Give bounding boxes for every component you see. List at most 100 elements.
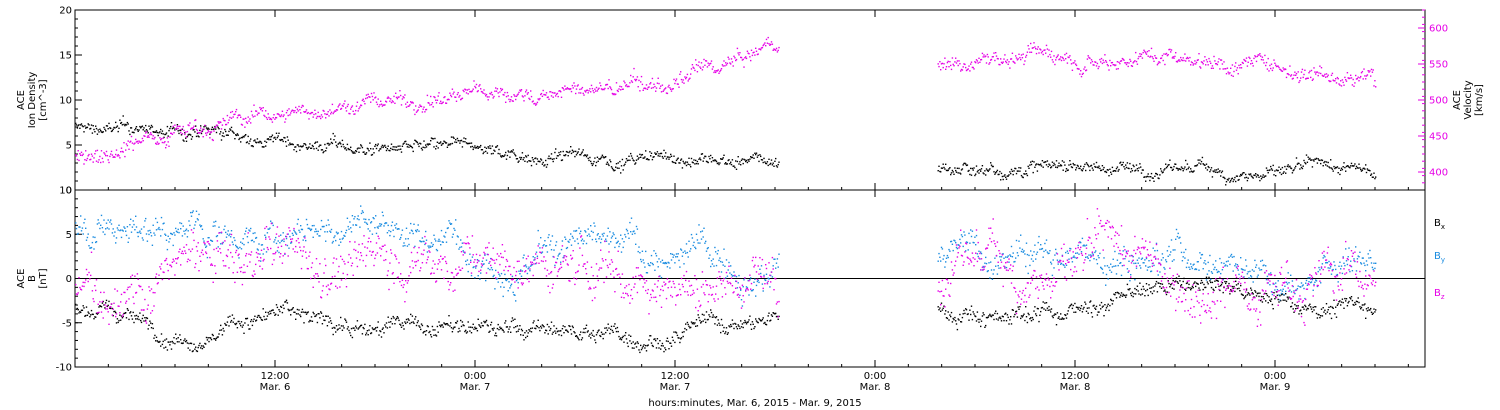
data-point bbox=[954, 167, 956, 169]
data-point bbox=[354, 113, 356, 115]
data-point bbox=[195, 119, 197, 121]
data-point bbox=[1037, 46, 1039, 48]
data-point bbox=[968, 65, 970, 67]
data-point bbox=[425, 109, 427, 111]
data-point bbox=[421, 111, 424, 113]
data-point bbox=[422, 332, 424, 334]
data-point bbox=[1278, 66, 1280, 69]
data-point bbox=[104, 153, 106, 155]
data-point bbox=[629, 82, 631, 84]
data-point bbox=[442, 326, 444, 328]
data-point bbox=[136, 318, 139, 320]
data-point bbox=[1050, 50, 1053, 53]
data-point bbox=[494, 150, 496, 152]
data-point bbox=[1358, 163, 1360, 165]
data-point bbox=[115, 237, 118, 239]
data-point bbox=[103, 152, 105, 154]
data-point bbox=[321, 116, 324, 118]
data-point bbox=[954, 316, 956, 319]
data-point bbox=[128, 237, 130, 239]
data-point bbox=[972, 169, 974, 171]
data-point bbox=[324, 113, 326, 115]
data-point bbox=[673, 331, 675, 333]
data-point bbox=[1078, 167, 1080, 170]
data-point bbox=[145, 129, 148, 131]
data-point bbox=[774, 160, 776, 162]
data-point bbox=[587, 157, 589, 160]
data-point bbox=[651, 77, 654, 80]
data-point bbox=[1085, 303, 1087, 305]
data-point bbox=[1111, 61, 1114, 64]
data-point bbox=[428, 247, 430, 249]
data-point bbox=[225, 324, 227, 326]
data-point bbox=[1251, 62, 1254, 64]
data-point bbox=[679, 341, 681, 344]
data-point bbox=[283, 114, 285, 116]
data-point bbox=[1037, 308, 1039, 310]
data-point bbox=[1271, 69, 1274, 72]
data-point bbox=[535, 325, 538, 327]
data-point bbox=[1322, 75, 1324, 77]
data-point bbox=[97, 312, 99, 314]
data-point bbox=[1280, 294, 1283, 296]
data-point bbox=[193, 129, 195, 131]
data-point bbox=[1193, 170, 1195, 172]
data-point bbox=[690, 68, 693, 70]
data-point bbox=[1252, 65, 1254, 67]
data-point bbox=[540, 327, 543, 329]
data-point bbox=[549, 329, 551, 332]
data-point bbox=[1319, 316, 1321, 319]
data-point bbox=[189, 122, 191, 124]
data-point bbox=[646, 345, 649, 347]
data-point bbox=[467, 270, 469, 273]
data-point bbox=[520, 89, 523, 91]
data-point bbox=[486, 96, 489, 98]
data-point bbox=[1177, 169, 1179, 171]
data-point bbox=[380, 225, 382, 227]
data-point bbox=[230, 321, 232, 323]
data-point bbox=[164, 133, 166, 136]
data-point bbox=[136, 129, 139, 131]
data-point bbox=[123, 123, 125, 126]
data-point bbox=[1059, 165, 1061, 167]
data-point bbox=[389, 234, 391, 237]
data-point bbox=[1040, 49, 1042, 51]
data-point bbox=[453, 326, 455, 329]
data-point bbox=[1280, 300, 1282, 302]
data-point bbox=[640, 154, 643, 156]
data-point bbox=[145, 132, 147, 134]
data-point bbox=[943, 166, 945, 169]
data-point bbox=[534, 102, 536, 105]
data-point bbox=[627, 85, 629, 88]
data-point bbox=[1249, 174, 1251, 176]
data-point bbox=[565, 247, 568, 250]
data-point bbox=[1281, 293, 1284, 295]
data-point bbox=[190, 134, 192, 136]
data-point bbox=[189, 133, 191, 136]
data-point bbox=[1312, 306, 1314, 309]
data-point bbox=[554, 330, 556, 332]
data-point bbox=[114, 231, 116, 233]
data-point bbox=[281, 139, 284, 141]
data-point bbox=[1224, 177, 1226, 180]
data-point bbox=[361, 146, 364, 149]
data-point bbox=[157, 143, 159, 145]
data-point bbox=[665, 152, 667, 154]
data-point bbox=[591, 87, 594, 90]
data-point bbox=[191, 136, 194, 138]
data-point bbox=[775, 315, 778, 318]
data-point bbox=[665, 349, 667, 351]
data-point bbox=[657, 155, 659, 157]
data-point bbox=[211, 138, 214, 141]
data-point bbox=[393, 317, 395, 319]
data-point bbox=[1270, 298, 1273, 300]
data-point bbox=[1190, 289, 1192, 291]
data-point bbox=[182, 139, 184, 141]
data-point bbox=[327, 219, 329, 221]
data-point bbox=[1353, 304, 1355, 306]
data-point bbox=[447, 144, 449, 146]
data-point bbox=[355, 327, 358, 329]
data-point bbox=[244, 233, 246, 235]
data-point bbox=[712, 314, 714, 316]
data-point bbox=[263, 248, 265, 250]
